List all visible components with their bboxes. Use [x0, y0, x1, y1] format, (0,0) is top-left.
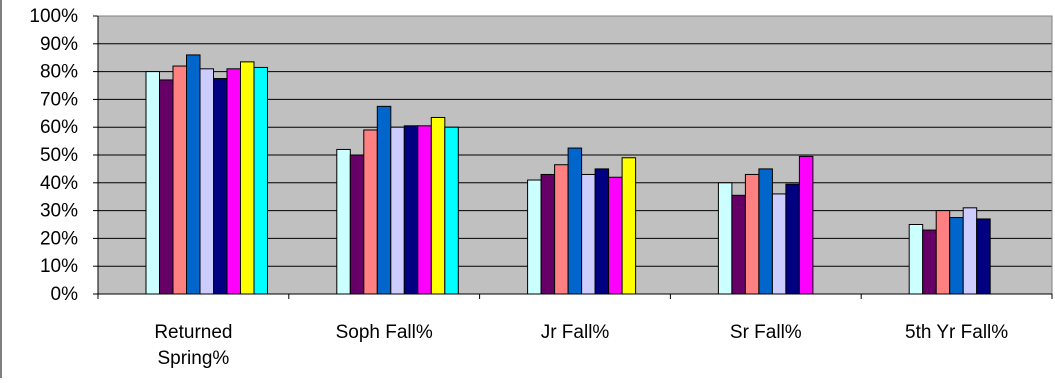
bar [962, 207, 978, 295]
bar [226, 68, 241, 295]
bar [527, 179, 542, 295]
bar [581, 173, 596, 295]
y-tick-label: 70% [40, 89, 78, 110]
x-category-label: 5th Yr Fall% [905, 322, 1008, 343]
bar [744, 173, 760, 295]
x-category-label: Soph Fall% [336, 322, 433, 343]
y-tick-label: 50% [40, 145, 78, 166]
bar [771, 193, 787, 295]
bar [717, 182, 733, 295]
bar [376, 105, 392, 295]
y-tick-label: 30% [40, 201, 78, 222]
bar [213, 78, 228, 295]
bar [363, 129, 378, 295]
bar [403, 125, 419, 295]
bar [540, 173, 556, 295]
x-category-label: Spring% [157, 348, 229, 369]
x-category-label: Returned [154, 322, 232, 343]
y-tick-label: 100% [29, 6, 78, 27]
y-tick-label: 20% [40, 228, 78, 249]
bar [798, 155, 814, 295]
bar [159, 79, 174, 295]
y-tick-label: 40% [40, 173, 78, 194]
y-tick-label: 60% [40, 117, 78, 138]
bar [908, 224, 924, 295]
bar [594, 168, 610, 295]
bar [976, 218, 991, 295]
bar [949, 217, 964, 295]
bar [430, 116, 446, 295]
bar [785, 183, 800, 295]
y-tick-label: 90% [40, 34, 78, 55]
bar [608, 176, 623, 295]
y-tick-label: 80% [40, 62, 78, 83]
bar [731, 194, 746, 295]
bar [567, 147, 583, 295]
bar [336, 148, 351, 295]
y-tick-label: 10% [40, 256, 78, 277]
bar [199, 68, 214, 295]
bar [417, 125, 432, 295]
bar [621, 157, 637, 295]
bar [186, 54, 201, 295]
bar [922, 229, 937, 295]
bar [758, 168, 773, 295]
x-category-label: Jr Fall% [541, 322, 610, 343]
bar [349, 154, 365, 295]
x-category-label: Sr Fall% [730, 322, 802, 343]
bar [554, 164, 569, 295]
bar [390, 126, 405, 295]
y-tick-label: 0% [51, 284, 79, 305]
bar [145, 71, 160, 295]
bar [240, 61, 255, 295]
bar [935, 210, 951, 295]
bar [253, 66, 268, 295]
bar [172, 65, 187, 295]
bar [444, 126, 459, 295]
